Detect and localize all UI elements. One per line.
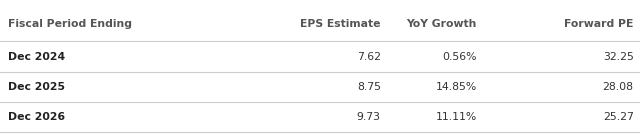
Text: 25.27: 25.27	[603, 112, 634, 122]
Text: Dec 2024: Dec 2024	[8, 52, 65, 62]
Text: Dec 2025: Dec 2025	[8, 82, 65, 92]
Text: 11.11%: 11.11%	[436, 112, 477, 122]
Text: YoY Growth: YoY Growth	[406, 19, 477, 29]
Text: 14.85%: 14.85%	[436, 82, 477, 92]
Text: 8.75: 8.75	[357, 82, 381, 92]
Text: 32.25: 32.25	[603, 52, 634, 62]
Text: 0.56%: 0.56%	[442, 52, 477, 62]
Text: 9.73: 9.73	[357, 112, 381, 122]
Text: 28.08: 28.08	[603, 82, 634, 92]
Text: 7.62: 7.62	[357, 52, 381, 62]
Text: Forward PE: Forward PE	[564, 19, 634, 29]
Text: Dec 2026: Dec 2026	[8, 112, 65, 122]
Text: EPS Estimate: EPS Estimate	[300, 19, 381, 29]
Text: Fiscal Period Ending: Fiscal Period Ending	[8, 19, 132, 29]
